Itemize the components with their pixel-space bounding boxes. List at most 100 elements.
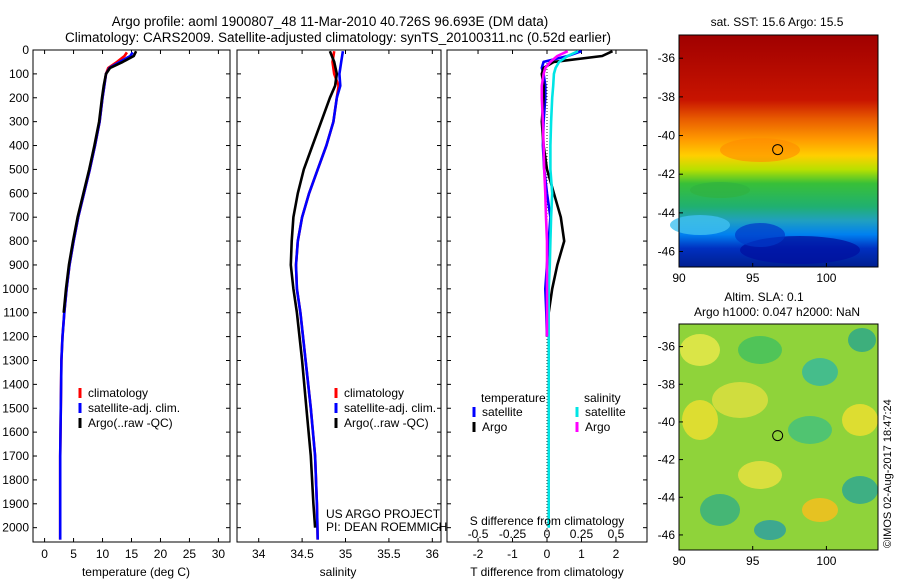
salinity-xtick-label-2: 35 [339,547,353,561]
sla-blob-11 [842,476,878,504]
sla-blob-13 [754,520,786,540]
pi-label: PI: DEAN ROEMMICH [326,520,447,534]
temperature-xtick-label-5: 25 [183,547,197,561]
sla-xtick-label-2: 100 [816,554,836,568]
depth-tick-label-5: 500 [9,162,29,176]
sla-ytick-label-3: -42 [658,453,676,467]
sst-ytick-label-2: -40 [658,129,676,143]
sst-ytick-label-1: -38 [658,90,676,104]
temperature-depth-ticks: 0 100 200 300 400 500 600 700 800 900 1000 1100 1200… [2,43,29,535]
depth-tick-label-2: 200 [9,91,29,105]
difference-xtick-label-4: 2 [613,547,620,561]
salinity-legend-label-0: climatology [344,386,404,400]
depth-tick-label-7: 700 [9,210,29,224]
difference-panel: -2 -1 0 1 2 -0.5 -0.25 0 0.25 0.5 temperature sal… [446,49,648,579]
temperature-xtick-label-0: 0 [41,547,48,561]
legend-header-salinity: salinity [584,391,621,405]
sla-blob-2 [738,336,782,364]
figure-title-line1: Argo profile: aoml 1900807_48 11-Mar-201… [112,14,549,29]
sst-warm-patch [720,138,800,162]
temperature-xtick-label-3: 15 [125,547,139,561]
temperature-xtick-label-2: 10 [96,547,110,561]
sla-ytick-label-2: -40 [658,415,676,429]
temperature-series-line-2 [62,50,138,313]
depth-tick-label-18: 1800 [2,473,29,487]
temperature-legend-label-2: Argo(..raw -QC) [88,416,173,430]
sla-ytick-label-0: -36 [658,340,676,354]
difference-xtick-label-2: 0 [544,547,551,561]
sst-map-frame [678,34,879,268]
sla-blob-1 [680,334,720,366]
sla-blob-5 [712,382,768,418]
salinity-x-ticks: 34 34.5 35 35.5 36 [252,50,439,561]
sla-map-title: Altim. SLA: 0.1 [724,290,804,304]
salinity-lines [289,50,345,540]
sst-xtick-label-1: 95 [746,271,760,285]
difference-legend: temperature salinitysatelliteArgosatellit… [472,391,626,434]
salinity-xtick-label-4: 36 [426,547,440,561]
sla-blob-7 [842,404,878,436]
difference-series-line-3 [540,50,569,337]
depth-tick-label-9: 900 [9,258,29,272]
depth-tick-label-17: 1700 [2,449,29,463]
salinity-xtick-label-1: 34.5 [290,547,314,561]
sla-blob-3 [802,358,838,386]
salinity-legend-label-1: satellite-adj. clim. [344,401,436,415]
sla-blob-8 [788,416,832,444]
legend-header-temperature: temperature [481,391,546,405]
depth-tick-label-12: 1200 [2,330,29,344]
sst-xtick-label-0: 90 [672,271,686,285]
temperature-legend-label-0: climatology [88,386,148,400]
imos-watermark: ©IMOS 02-Aug-2017 18:47:24 [882,399,894,548]
sla-xtick-label-0: 90 [672,554,686,568]
depth-tick-label-0: 0 [22,43,29,57]
figure-title-line2: Climatology: CARS2009. Satellite-adjuste… [65,30,611,45]
sla-map: Altim. SLA: 0.1 Argo h1000: 0.047 h2000:… [658,290,879,568]
sst-xtick-label-2: 100 [816,271,836,285]
s-diff-tick-label-2: 0 [544,527,551,541]
depth-tick-label-6: 600 [9,186,29,200]
salinity-xtick-label-3: 35.5 [377,547,401,561]
sst-ytick-label-5: -46 [658,245,676,259]
depth-tick-label-16: 1600 [2,425,29,439]
difference-xtick-label-0: -2 [473,547,484,561]
sst-green-patch [690,182,750,198]
s-diff-tick-label-4: 0.5 [608,527,625,541]
depth-tick-label-19: 1900 [2,497,29,511]
s-diff-tick-label-1: -0.25 [499,527,527,541]
salinity-plot-frame [236,49,442,543]
s-diff-tick-label-0: -0.5 [468,527,489,541]
depth-tick-label-15: 1500 [2,401,29,415]
sst-cold-patch-3 [735,223,785,247]
sst-y-ticks: -36 -38 -40 -42 -44 -46 [658,51,683,259]
difference-series-line-2 [547,50,579,528]
sla-map-frame [678,323,879,551]
sst-map: sat. SST: 15.6 Argo: 15.5 90 95 100 -36 -38… [658,15,879,285]
depth-tick-label-20: 2000 [2,521,29,535]
salinity-panel: 34 34.5 35 35.5 36 climatologysatellite-adj.… [236,49,447,579]
temperature-legend-label-1: satellite-adj. clim. [88,401,180,415]
sst-map-title: sat. SST: 15.6 Argo: 15.5 [711,15,844,29]
sla-xtick-label-1: 95 [746,554,760,568]
difference-lines [540,49,614,528]
depth-tick-label-1: 100 [9,67,29,81]
depth-tick-label-4: 400 [9,139,29,153]
t-difference-label: T difference from climatology [470,565,624,579]
difference-legend-label-0: satellite [482,405,523,419]
temperature-lines [58,50,138,540]
sst-x-ticks: 90 95 100 [672,263,837,285]
difference-legend-label-3: Argo [585,420,611,434]
depth-tick-label-13: 1300 [2,353,29,367]
temperature-xtick-label-6: 30 [212,547,226,561]
sla-blob-6 [682,400,718,440]
sst-argo-marker [772,144,784,156]
difference-legend-label-2: satellite [585,405,626,419]
sla-map-subtitle: Argo h1000: 0.047 h2000: NaN [694,305,860,319]
sla-ytick-label-1: -38 [658,377,676,391]
depth-tick-label-10: 1000 [2,282,29,296]
difference-xtick-label-1: -1 [507,547,518,561]
